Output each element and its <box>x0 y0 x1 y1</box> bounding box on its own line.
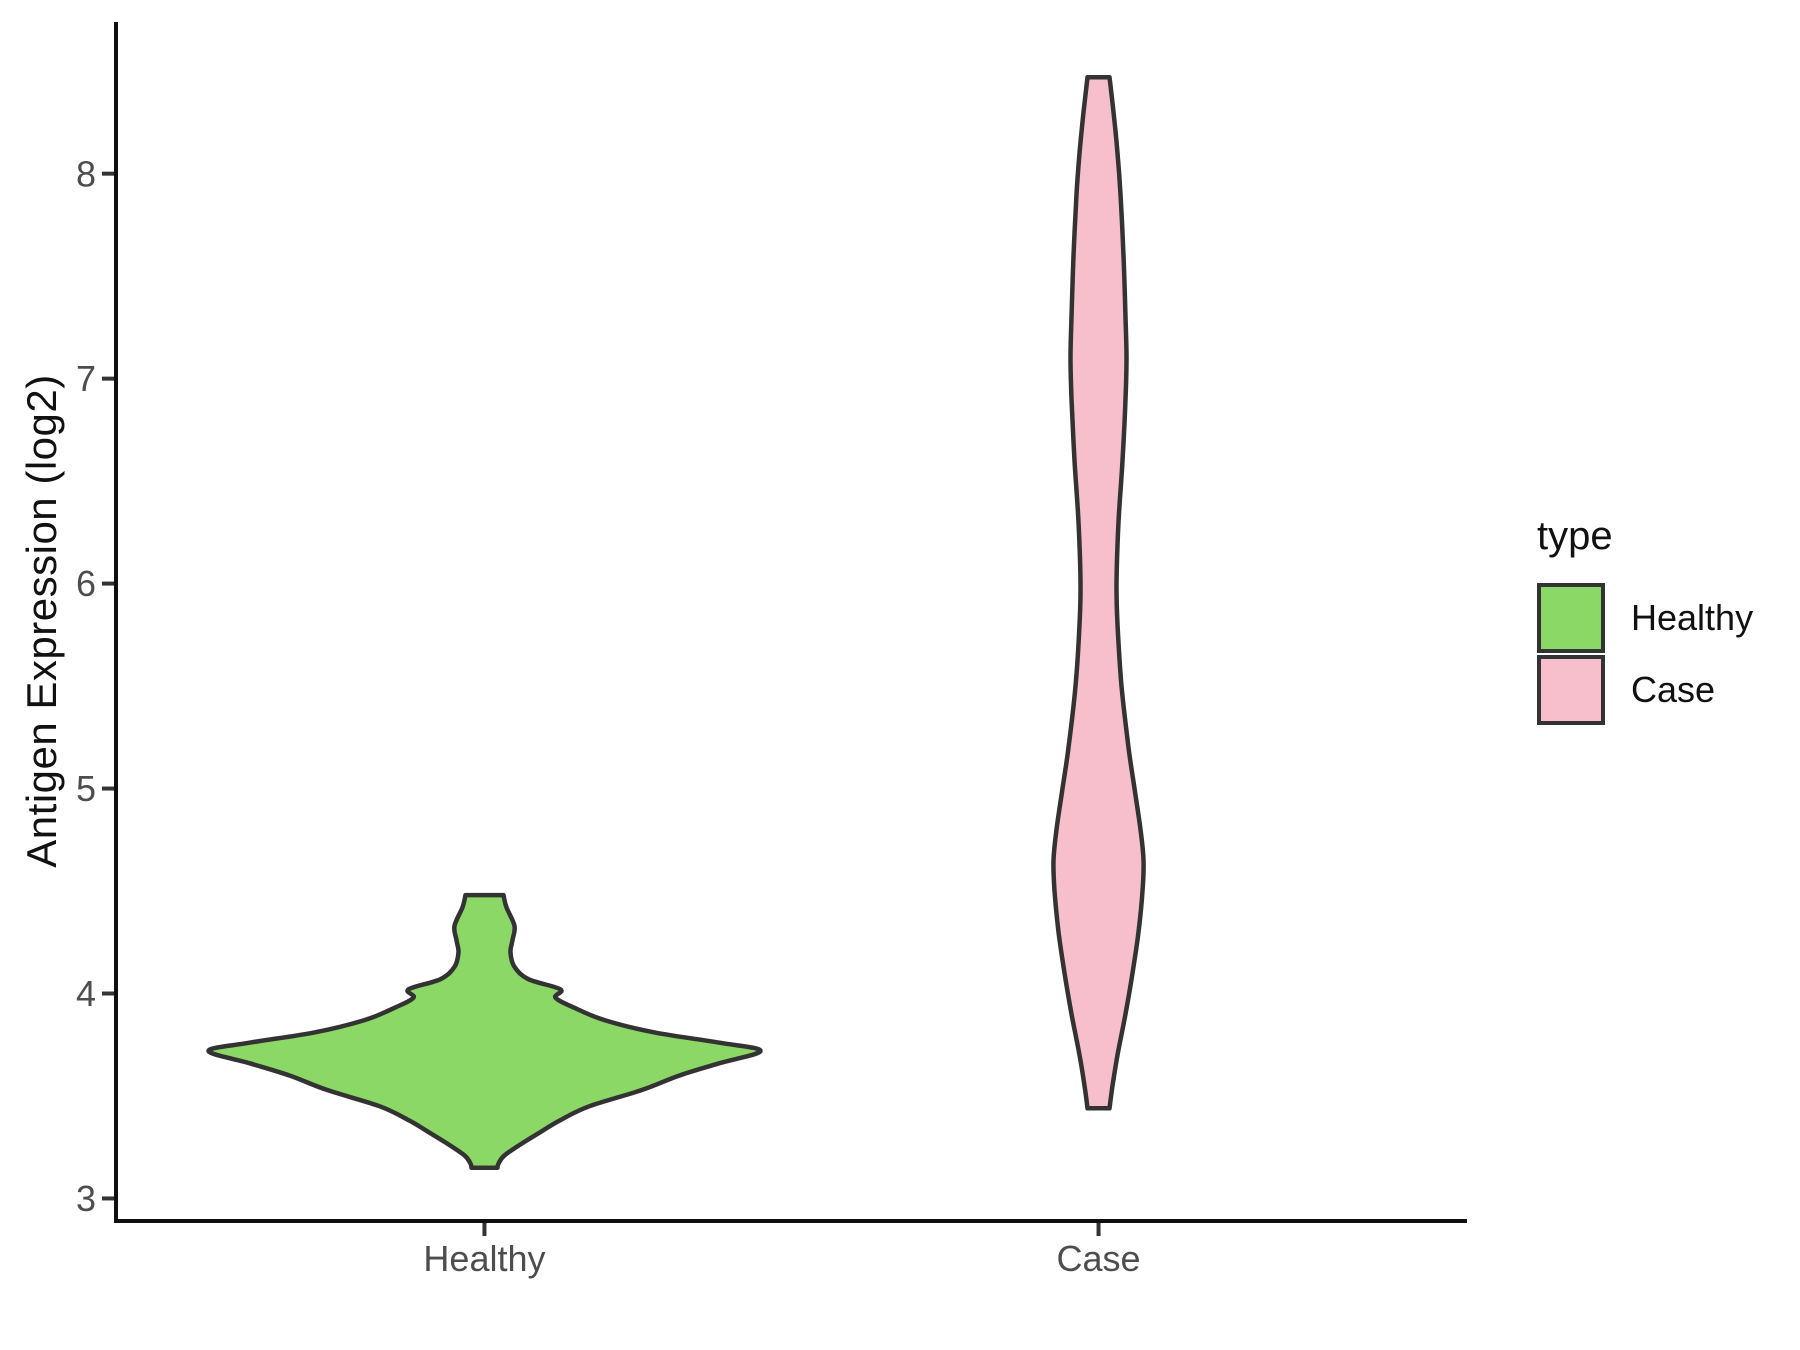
y-axis-title: Antigen Expression (log2) <box>18 374 65 868</box>
x-tick-label-case: Case <box>1057 1238 1141 1279</box>
legend-entry-healthy: Healthy <box>1537 583 1753 653</box>
case-violin <box>1051 75 1146 1111</box>
legend: type Healthy Case <box>1537 512 1753 727</box>
y-tick-label: 4 <box>76 973 96 1014</box>
legend-label: Healthy <box>1631 597 1754 638</box>
legend-swatch-healthy <box>1537 583 1605 653</box>
y-tick-label: 3 <box>76 1178 96 1219</box>
legend-title: type <box>1537 514 1613 558</box>
y-tick-label: 8 <box>76 153 96 194</box>
legend-label: Case <box>1631 669 1716 710</box>
healthy-violin <box>206 892 763 1170</box>
y-tick-label: 6 <box>76 563 96 604</box>
legend-entry-case: Case <box>1537 655 1753 725</box>
y-tick-label: 5 <box>76 768 96 809</box>
legend-swatch-case <box>1537 655 1605 725</box>
y-tick-label: 7 <box>76 358 96 399</box>
legend-entries: Healthy Case <box>1537 583 1753 725</box>
x-tick-label-healthy: Healthy <box>423 1238 545 1279</box>
